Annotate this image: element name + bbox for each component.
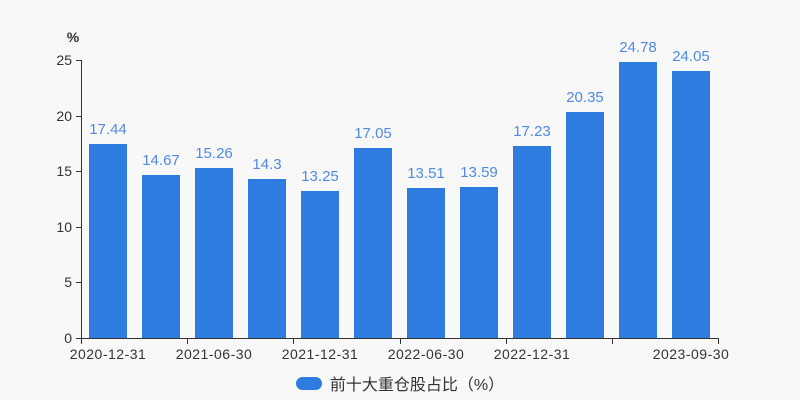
bar[interactable] xyxy=(407,188,445,338)
x-axis-tick-label: 2020-12-31 xyxy=(69,346,147,362)
x-axis-tick-label: 2021-06-30 xyxy=(175,346,253,362)
x-axis-tick xyxy=(400,339,401,344)
y-axis-tick xyxy=(76,282,81,283)
x-axis-tick-label: 2022-06-30 xyxy=(387,346,465,362)
bar-value-label: 15.26 xyxy=(195,145,233,162)
bar-value-label: 17.23 xyxy=(513,123,551,140)
x-axis-tick xyxy=(506,339,507,344)
bar[interactable] xyxy=(195,168,233,338)
x-axis-tick xyxy=(612,339,613,344)
bar-value-label: 13.25 xyxy=(301,168,339,185)
bar[interactable] xyxy=(354,148,392,338)
y-axis-tick-label: 5 xyxy=(64,274,72,290)
bar-value-label: 13.51 xyxy=(407,165,445,182)
bar[interactable] xyxy=(513,146,551,338)
legend: 前十大重仓股占比（%） xyxy=(0,370,800,396)
bar-value-label: 20.35 xyxy=(566,89,604,106)
bar[interactable] xyxy=(460,187,498,338)
x-axis-tick-label: 2023-09-30 xyxy=(652,346,730,362)
y-axis-tick xyxy=(76,338,81,339)
x-axis-tick-label: 2021-12-31 xyxy=(281,346,359,362)
x-axis-tick xyxy=(81,339,82,344)
x-axis-tick xyxy=(718,339,719,344)
bar-value-label: 24.78 xyxy=(619,39,657,56)
legend-item[interactable]: 前十大重仓股占比（%） xyxy=(295,371,505,395)
bar-value-label: 24.05 xyxy=(672,48,710,65)
legend-swatch-icon xyxy=(295,376,322,390)
y-axis-tick-label: 25 xyxy=(56,52,72,68)
bar-value-label: 17.44 xyxy=(89,121,127,138)
bar[interactable] xyxy=(301,191,339,338)
y-axis-unit-label: % xyxy=(66,29,80,45)
y-axis-line xyxy=(81,60,82,339)
bar-value-label: 13.59 xyxy=(460,164,498,181)
bar[interactable] xyxy=(566,112,604,338)
bar-value-label: 14.67 xyxy=(142,152,180,169)
x-axis-tick xyxy=(187,339,188,344)
bar[interactable] xyxy=(672,71,710,338)
y-axis-tick-label: 10 xyxy=(56,219,72,235)
x-axis-line xyxy=(81,338,719,339)
y-axis-tick xyxy=(76,116,81,117)
y-axis-tick-label: 0 xyxy=(64,330,72,346)
y-axis-tick-label: 15 xyxy=(56,163,72,179)
bar[interactable] xyxy=(142,175,180,338)
y-axis-tick xyxy=(76,60,81,61)
y-axis-tick xyxy=(76,227,81,228)
bar[interactable] xyxy=(89,144,127,338)
bar-value-label: 17.05 xyxy=(354,125,392,142)
y-axis-tick xyxy=(76,171,81,172)
x-axis-tick-label: 2022-12-31 xyxy=(493,346,571,362)
x-axis-tick xyxy=(293,339,294,344)
bar[interactable] xyxy=(619,62,657,338)
bar-value-label: 14.3 xyxy=(252,156,282,173)
y-axis-tick-label: 20 xyxy=(56,108,72,124)
bar[interactable] xyxy=(248,179,286,338)
legend-label: 前十大重仓股占比（%） xyxy=(329,377,505,394)
